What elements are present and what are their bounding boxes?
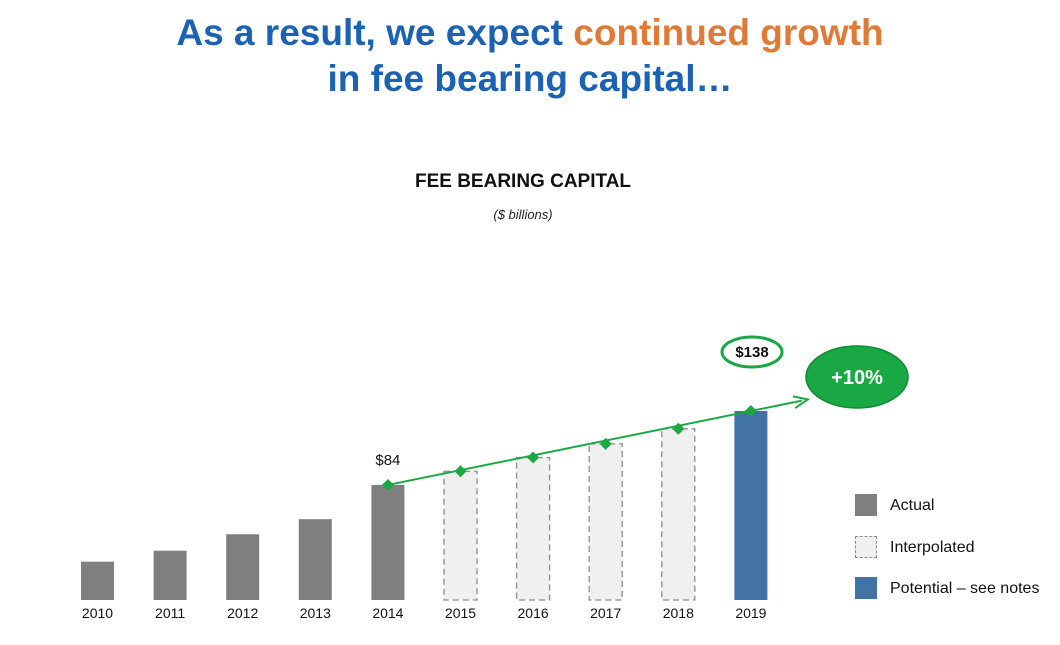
bar-2018: [661, 428, 696, 601]
data-label-text-2019: $138: [735, 344, 768, 361]
x-tick-label-2013: 2013: [300, 605, 331, 621]
x-tick-label-2011: 2011: [155, 605, 185, 621]
growth-badge: +10%: [805, 345, 909, 409]
x-tick-label-2012: 2012: [227, 605, 258, 621]
legend-label-interpolated: Interpolated: [890, 538, 975, 556]
legend-label-potential: Potential – see notes: [890, 580, 1040, 597]
x-tick-label-2017: 2017: [590, 605, 621, 621]
bar-2019: [734, 410, 768, 600]
headline: As a result, we expect continued growth …: [0, 10, 1060, 102]
legend-swatch-interpolated: [855, 535, 877, 558]
x-tick-labels: 2010 2011 2012 2013 2014 2015 2016 2017 2018 2019: [82, 605, 767, 621]
trend-arrow-head-icon: [792, 395, 811, 409]
trend-marker-2014: [381, 478, 394, 491]
trend-marker-2015: [454, 465, 467, 478]
chart-title: FEE BEARING CAPITAL: [414, 171, 632, 192]
growth-badge-text: +10%: [831, 367, 883, 389]
bar-2010: [81, 561, 114, 600]
bar-2014: [371, 484, 405, 600]
legend-swatch-actual: [855, 494, 877, 516]
x-tick-label-2015: 2015: [445, 605, 476, 621]
data-label-2019: $138: [720, 335, 784, 369]
trend-marker-2016: [527, 451, 540, 464]
x-tick-label-2019: 2019: [735, 605, 766, 621]
headline-accent: continued growth: [573, 12, 884, 53]
bar-2017: [588, 443, 623, 601]
trend-marker-2017: [599, 437, 612, 450]
headline-line-2: in fee bearing capital…: [327, 58, 733, 99]
trend-marker-2018: [672, 422, 685, 435]
x-tick-label-2014: 2014: [372, 605, 403, 621]
x-tick-label-2018: 2018: [663, 605, 694, 621]
x-tick-label-2010: 2010: [82, 605, 113, 621]
legend-label-actual: Actual: [890, 497, 935, 514]
data-label-ring: [720, 335, 784, 369]
trend-marker-2019: [744, 404, 757, 417]
trend-line: [381, 395, 811, 491]
bar-2016: [515, 456, 551, 601]
bar-2015: [443, 470, 478, 601]
headline-text: As a result, we expect: [176, 12, 574, 53]
bar-2012: [226, 534, 260, 600]
bar-2011: [153, 550, 187, 600]
bar-2013: [298, 519, 332, 600]
bars: [81, 410, 768, 601]
growth-badge-shape: [805, 345, 909, 409]
data-label-2014: $84: [375, 452, 400, 469]
x-tick-label-2016: 2016: [518, 605, 549, 621]
headline-line-1: As a result, we expect continued growth: [0, 10, 1060, 56]
legend-swatch-potential: [855, 577, 877, 599]
chart-subtitle: ($ billions): [493, 207, 553, 222]
